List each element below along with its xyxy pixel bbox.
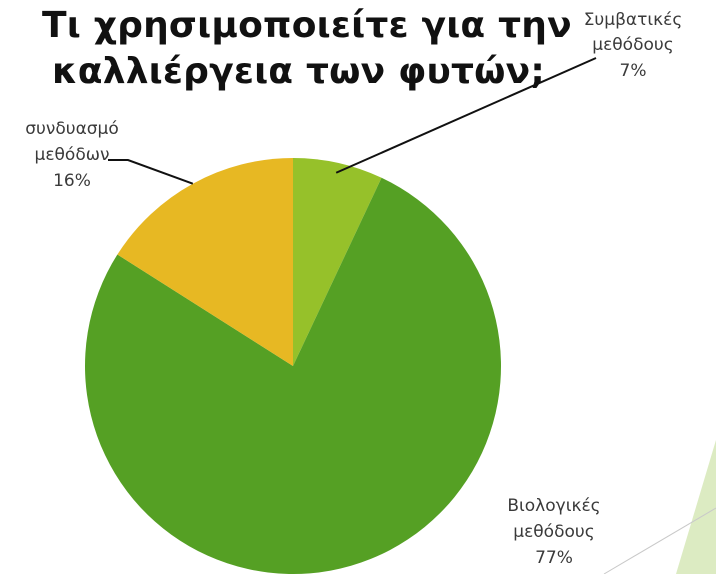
- slice-value-label-1: 7%: [620, 61, 647, 81]
- leader-line-1: [335, 57, 597, 174]
- slice-labels: Συμβατικές μεθόδους 7% Βιολογικές μεθόδους 77…: [25, 10, 682, 568]
- leader-line-3: [108, 159, 194, 185]
- slice-label-2-line-1: Βιολογικές: [507, 496, 600, 516]
- decorative-triangle: [676, 440, 716, 574]
- pie-slice-2: [85, 177, 501, 574]
- chart-title-line-1: Τι χρησιμοποιείτε για την: [42, 5, 572, 46]
- slice-value-label-2: 77%: [535, 548, 573, 568]
- slice-label-3-line-1: συνδυασμό: [25, 119, 119, 139]
- decorative-corner-shape: [603, 440, 716, 574]
- slice-label-1-line-2: μεθόδους: [592, 35, 673, 55]
- slice-label-3-line-2: μεθόδων: [35, 145, 110, 165]
- decorative-line: [603, 507, 716, 574]
- pie-slices: [85, 158, 501, 574]
- slice-value-label-3: 16%: [53, 171, 91, 191]
- slice-label-2-line-2: μεθόδους: [513, 522, 594, 542]
- slice-label-1-line-1: Συμβατικές: [584, 10, 683, 30]
- pie-slice-3: [117, 158, 293, 366]
- chart-title-line-2: καλλιέργεια των φυτών;: [52, 51, 545, 92]
- pie-slice-1: [293, 158, 382, 366]
- leader-lines: [108, 57, 597, 185]
